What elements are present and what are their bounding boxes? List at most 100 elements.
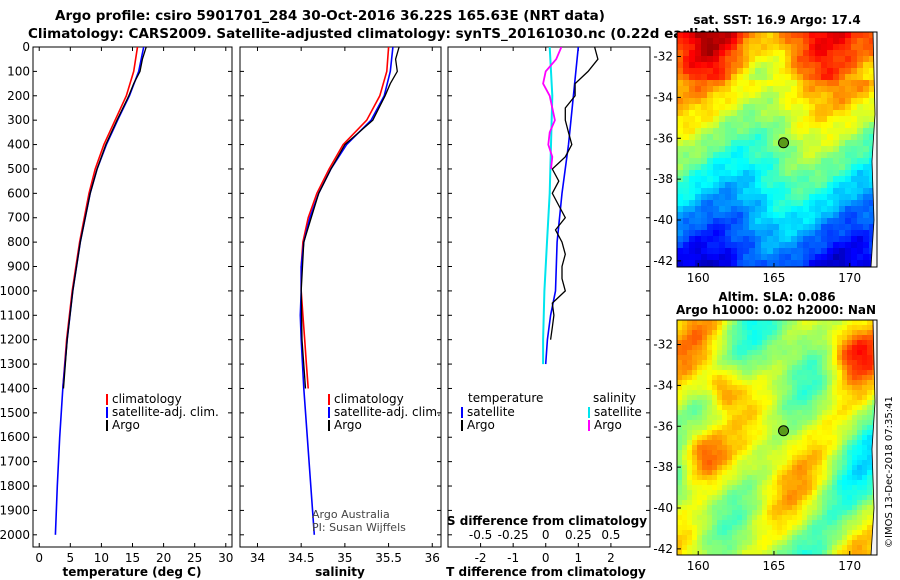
sla_map-cell [857,495,863,501]
sst_map-cell [767,62,774,69]
sst_map-cell [869,104,876,111]
sla_map-cell [797,475,803,481]
sla_map-cell [752,435,758,441]
sla_map-cell [682,325,688,331]
sla_map-cell [717,395,723,401]
sst_map-cell [755,104,762,111]
sst_map-cell [773,206,780,213]
sla_map-cell [752,350,758,356]
sla_map-cell [702,460,708,466]
sla_map-cell [717,425,723,431]
sst_map-cell [683,254,690,261]
sla_map-cell [862,480,868,486]
sst_map-cell [803,254,810,261]
sla_map-cell [752,495,758,501]
sst_map-cell [803,146,810,153]
sst_map-cell [725,74,732,81]
sla_map-cell [757,535,763,541]
sla_map-cell [712,490,718,496]
sla_map-cell [797,455,803,461]
sla_map-cell [747,525,753,531]
sla_map-cell [857,340,863,346]
sla_map-cell [817,420,823,426]
sst_map-cell [869,206,876,213]
sst_map-cell [857,68,864,75]
sst_map-cell [719,206,726,213]
sla_map-cell [717,320,723,326]
sla_map-cell [842,500,848,506]
sla_map-cell [742,350,748,356]
sst_map-cell [791,110,798,117]
sla_map-cell [797,405,803,411]
sla_map-cell [727,455,733,461]
sla_map-cell [822,475,828,481]
sla_map-cell [802,480,808,486]
sla_map-cell [752,530,758,536]
sla_map-cell [732,385,738,391]
sla_map-cell [747,320,753,326]
sla_map-cell [812,535,818,541]
sst_map-cell [743,50,750,57]
sst_map-cell [767,212,774,219]
sst_map-cell [773,236,780,243]
sst_map-cell [809,218,816,225]
sla_map-cell [707,375,713,381]
sla_map-cell [757,350,763,356]
sst_map-cell [695,44,702,51]
sla_map-cell [762,390,768,396]
sla_map-cell [677,380,683,386]
sla_map-cell [712,530,718,536]
sst_map-cell [779,80,786,87]
sst_map-cell [797,146,804,153]
sla_map-cell [862,475,868,481]
sla_map-cell [747,365,753,371]
sla_map-cell [857,355,863,361]
sst_map-cell [725,206,732,213]
sla_map-cell [812,495,818,501]
sst_map-cell [869,56,876,63]
sla_map-cell [762,350,768,356]
sst_map-cell [821,188,828,195]
sla_map-cell [702,445,708,451]
sla_map-cell [757,360,763,366]
sla_map-cell [727,535,733,541]
sst_map-cell [719,62,726,69]
sst_map-cell [863,122,870,129]
sst_map-cell [683,140,690,147]
sst_map-cell [773,230,780,237]
sla_map-cell [827,465,833,471]
sla_map-cell [822,485,828,491]
sla_map-cell [787,375,793,381]
sla_map-cell [802,425,808,431]
sla_map-cell [767,540,773,546]
sst_map-cell [677,134,684,141]
sst_map-cell [767,206,774,213]
sst_map-cell [797,206,804,213]
sst_map-cell [755,158,762,165]
sla_map-cell [857,505,863,511]
sla_map-cell [847,525,853,531]
sla_map-cell [822,470,828,476]
sst_map-cell [821,176,828,183]
sla_map-cell [677,480,683,486]
temperature-frame [32,46,233,548]
sst_map-cell [839,146,846,153]
sla_map-cell [717,495,723,501]
sla_map-cell [837,340,843,346]
sst_map-cell [827,86,834,93]
sst_map-cell [791,230,798,237]
sst_map-cell [827,134,834,141]
sst_map-cell [707,224,714,231]
sst_map-cell [677,116,684,123]
sst_map-cell [851,146,858,153]
sst_map-cell [797,92,804,99]
sla_map-cell [697,385,703,391]
sst_map-cell [785,116,792,123]
sst_map-cell [797,44,804,51]
sst_map-cell [725,242,732,249]
sst_map-cell [791,224,798,231]
sla_map-cell [837,435,843,441]
sla_map-cell [792,525,798,531]
sla_map-cell [802,385,808,391]
sst_map-cell [857,44,864,51]
